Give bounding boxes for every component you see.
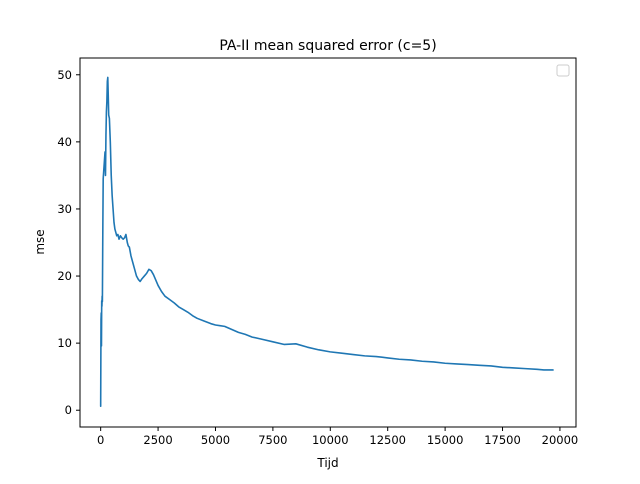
x-tick-label: 10000 [312,433,349,447]
y-tick-label: 30 [57,202,72,216]
x-tick-label: 7500 [258,433,287,447]
x-tick-label: 5000 [201,433,230,447]
y-tick-label: 0 [65,403,72,417]
x-axis-ticks: 0 2500 5000 7500 10000 12500 15000 17500 20000 [97,427,578,447]
series-line [99,76,554,408]
x-tick-label: 0 [97,433,104,447]
x-tick-label: 17500 [484,433,521,447]
y-axis-ticks: 0 10 20 30 40 50 [57,68,80,417]
chart-title: PA-II mean squared error (c=5) [219,38,436,54]
x-tick-label: 15000 [427,433,464,447]
y-tick-label: 20 [57,269,72,283]
x-axis-label: Tijd [316,456,338,470]
y-axis-label: mse [33,229,47,254]
x-tick-label: 2500 [143,433,172,447]
legend-box [556,64,570,77]
series-layer [99,76,554,408]
plot-area-background [80,58,576,427]
y-tick-label: 10 [57,336,72,350]
x-tick-label: 20000 [542,433,579,447]
plot-frame [79,57,577,428]
y-tick-label: 50 [57,68,72,82]
x-tick-label: 12500 [369,433,406,447]
y-tick-label: 40 [57,135,72,149]
